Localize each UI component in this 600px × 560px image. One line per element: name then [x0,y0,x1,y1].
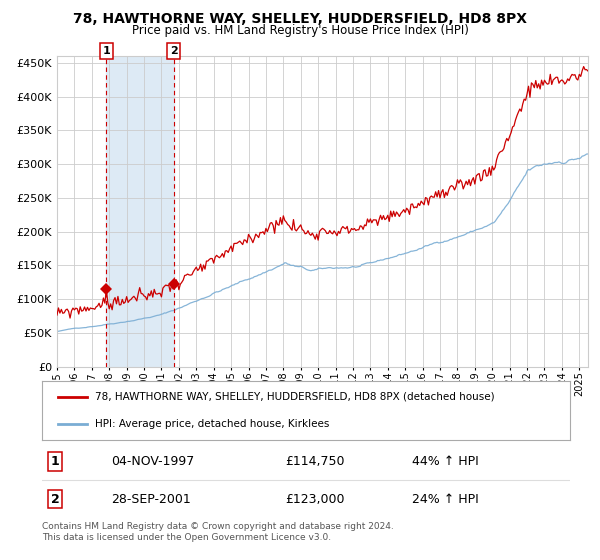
Text: 78, HAWTHORNE WAY, SHELLEY, HUDDERSFIELD, HD8 8PX (detached house): 78, HAWTHORNE WAY, SHELLEY, HUDDERSFIELD… [95,391,494,402]
Text: 1: 1 [103,46,110,56]
Text: 1: 1 [51,455,59,468]
Text: £123,000: £123,000 [285,493,344,506]
Text: 24% ↑ HPI: 24% ↑ HPI [412,493,478,506]
Text: Price paid vs. HM Land Registry's House Price Index (HPI): Price paid vs. HM Land Registry's House … [131,24,469,36]
Text: This data is licensed under the Open Government Licence v3.0.: This data is licensed under the Open Gov… [42,533,331,542]
Text: 28-SEP-2001: 28-SEP-2001 [110,493,190,506]
Text: Contains HM Land Registry data © Crown copyright and database right 2024.: Contains HM Land Registry data © Crown c… [42,522,394,531]
Text: 78, HAWTHORNE WAY, SHELLEY, HUDDERSFIELD, HD8 8PX: 78, HAWTHORNE WAY, SHELLEY, HUDDERSFIELD… [73,12,527,26]
Bar [106,56,174,367]
Text: 2: 2 [170,46,178,56]
Text: 04-NOV-1997: 04-NOV-1997 [110,455,194,468]
Text: 44% ↑ HPI: 44% ↑ HPI [412,455,478,468]
Text: HPI: Average price, detached house, Kirklees: HPI: Average price, detached house, Kirk… [95,419,329,429]
Text: 2: 2 [51,493,59,506]
Text: £114,750: £114,750 [285,455,344,468]
